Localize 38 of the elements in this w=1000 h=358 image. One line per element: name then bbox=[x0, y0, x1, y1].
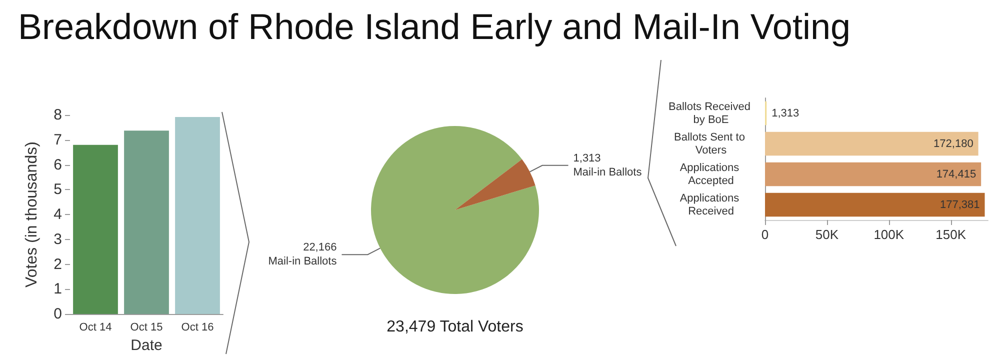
x-tick-label: Oct 16 bbox=[181, 322, 214, 334]
y-tick-label: 8 bbox=[54, 106, 62, 124]
data-label: 177,381 bbox=[940, 198, 980, 211]
y-tick-label: 2 bbox=[54, 256, 62, 273]
x-tick-label: 0 bbox=[761, 227, 769, 242]
bar bbox=[765, 132, 978, 156]
y-tick-label: 4 bbox=[54, 206, 62, 223]
y-tick-label: Ballots Sent to Voters bbox=[674, 131, 748, 156]
y-tick-label: 3 bbox=[54, 230, 62, 248]
data-label: 174,415 bbox=[936, 168, 976, 180]
x-axis-title: Date bbox=[130, 337, 162, 354]
y-tick-label: 1 bbox=[54, 280, 62, 298]
y-tick-label: 7 bbox=[54, 131, 62, 148]
bar bbox=[765, 162, 982, 186]
x-tick-label: Oct 14 bbox=[79, 322, 112, 334]
x-tick-label: 150K bbox=[936, 227, 966, 242]
text: 23,479 Total Voters bbox=[386, 318, 524, 336]
data-label: 22,166 bbox=[303, 242, 337, 254]
slice-label: Mail-in Ballots bbox=[268, 256, 338, 268]
y-tick-label: 0 bbox=[54, 306, 62, 322]
bar bbox=[124, 130, 169, 314]
bar bbox=[765, 192, 985, 217]
y-axis-title: Votes (in thousands) bbox=[24, 142, 40, 288]
x-tick-label: 50K bbox=[815, 227, 839, 242]
data-label: 1,313 bbox=[772, 107, 800, 120]
y-tick-label: Applications Received bbox=[680, 192, 742, 218]
x-tick-label: 100K bbox=[874, 227, 904, 242]
y-tick-label: 5 bbox=[54, 181, 62, 198]
y-tick-label: Ballots Received by BoE bbox=[668, 100, 754, 126]
y-tick-label: 6 bbox=[54, 156, 62, 174]
text: Breakdown of Rhode Island Early and Mail-In Voting bbox=[18, 6, 850, 48]
data-label: 172,180 bbox=[934, 138, 974, 150]
slice-label: Mail-in Ballots bbox=[573, 166, 642, 178]
x-tick-label: Oct 15 bbox=[130, 322, 163, 334]
bar bbox=[73, 144, 118, 314]
bar bbox=[175, 116, 220, 314]
y-tick-label: Applications Accepted bbox=[680, 162, 742, 187]
data-label: 1,313 bbox=[573, 152, 601, 164]
